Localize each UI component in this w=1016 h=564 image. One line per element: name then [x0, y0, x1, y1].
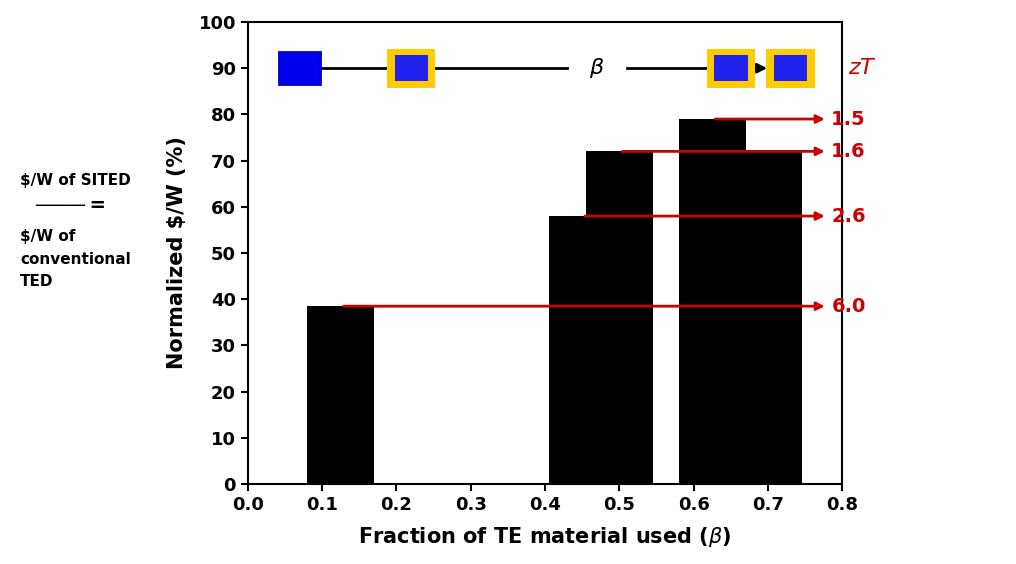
Bar — [735, 151, 802, 484]
X-axis label: Fraction of TE material used ($\beta$): Fraction of TE material used ($\beta$) — [359, 525, 732, 549]
Text: ─────: ───── — [36, 197, 85, 215]
FancyBboxPatch shape — [387, 49, 436, 87]
Bar — [586, 151, 653, 484]
Text: $\beta$: $\beta$ — [589, 56, 605, 80]
FancyBboxPatch shape — [279, 52, 320, 85]
FancyBboxPatch shape — [714, 55, 748, 81]
FancyBboxPatch shape — [766, 49, 815, 87]
Text: $/W of: $/W of — [20, 230, 76, 244]
Bar — [549, 216, 616, 484]
Text: 1.5: 1.5 — [831, 109, 866, 129]
Y-axis label: Normalized $/W (%): Normalized $/W (%) — [168, 136, 187, 369]
Text: =: = — [76, 196, 113, 215]
Text: conventional: conventional — [20, 252, 131, 267]
Text: TED: TED — [20, 275, 54, 289]
Text: $zT$: $zT$ — [848, 58, 877, 78]
FancyBboxPatch shape — [707, 49, 755, 87]
FancyBboxPatch shape — [773, 55, 807, 81]
Text: $/W of SITED: $/W of SITED — [20, 173, 131, 188]
Text: 2.6: 2.6 — [831, 206, 866, 226]
Bar — [307, 306, 374, 484]
Bar — [679, 119, 746, 484]
FancyBboxPatch shape — [394, 55, 428, 81]
Text: 1.6: 1.6 — [831, 142, 866, 161]
Text: 6.0: 6.0 — [831, 297, 866, 316]
